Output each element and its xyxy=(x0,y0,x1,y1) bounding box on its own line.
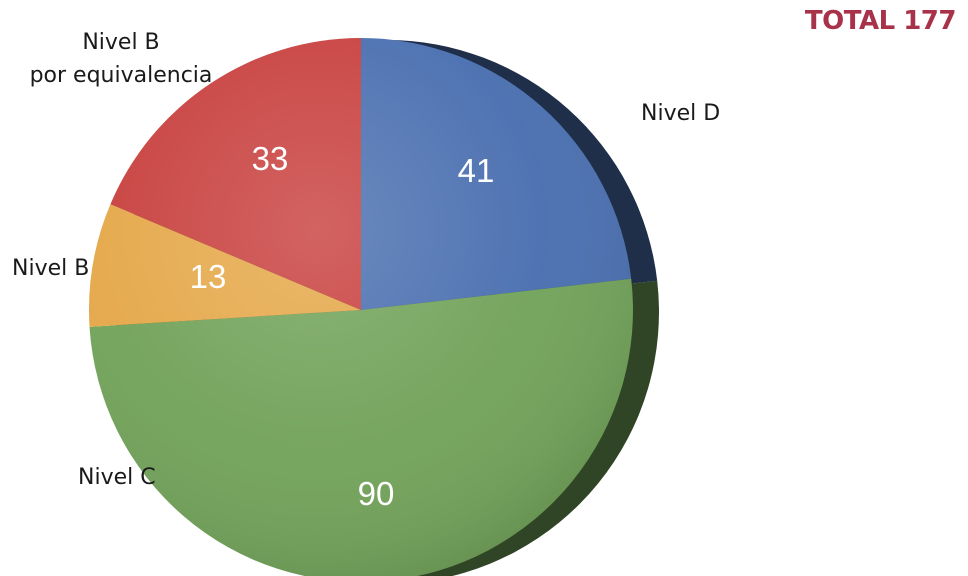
label-nivel-c: Nivel C xyxy=(78,465,156,490)
label-nivel-b-equivalencia-line2: por equivalencia xyxy=(29,63,213,88)
total-label: TOTAL 177 xyxy=(804,6,957,36)
label-nivel-b-equivalencia-line1: Nivel B xyxy=(82,30,160,55)
slice-value-label-4: 33 xyxy=(252,140,289,177)
slice-value-label-1: 41 xyxy=(458,152,495,189)
label-nivel-b-equivalencia: Nivel B por equivalencia xyxy=(16,26,226,92)
label-nivel-b: Nivel B xyxy=(12,256,90,281)
label-nivel-d: Nivel D xyxy=(641,101,721,126)
pie-gloss-overlay xyxy=(89,38,633,576)
slice-value-label-2: 90 xyxy=(358,475,395,512)
slice-value-label-3: 13 xyxy=(190,258,227,295)
